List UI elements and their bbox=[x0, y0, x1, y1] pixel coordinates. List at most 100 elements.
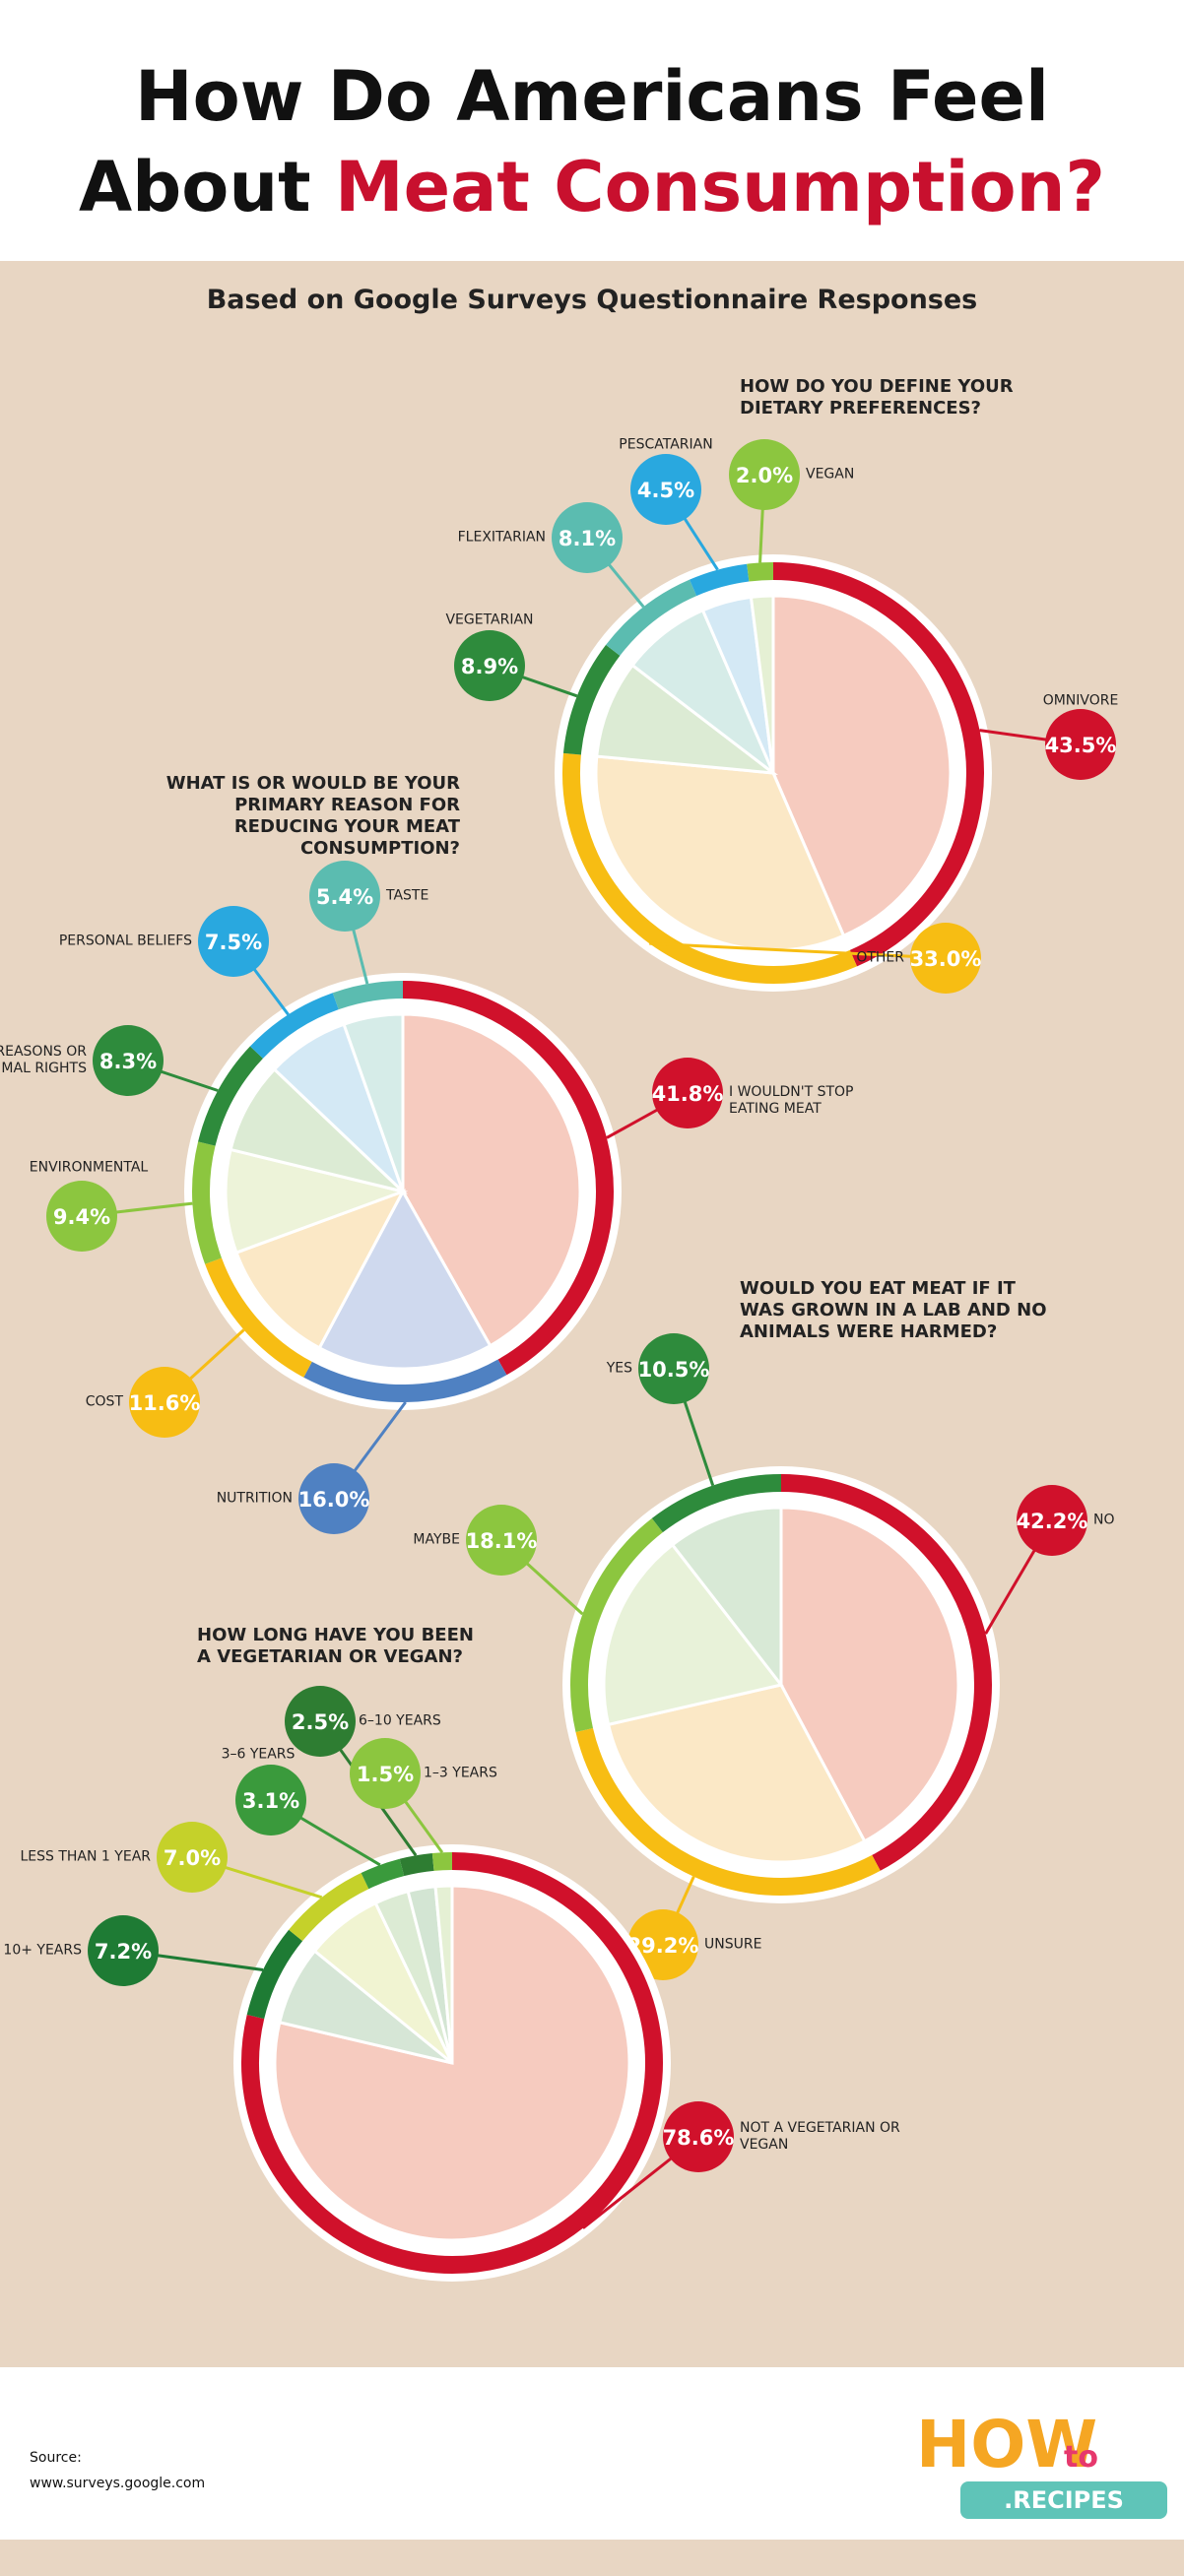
ring-arc bbox=[205, 1257, 312, 1378]
ring-arc bbox=[575, 1727, 881, 1896]
category-label: VEGETARIAN bbox=[445, 612, 534, 628]
ring-arc bbox=[241, 1852, 663, 2274]
ring-arc bbox=[651, 1474, 782, 1533]
source-url: www.surveys.google.com bbox=[30, 2476, 206, 2491]
value-label: 16.0% bbox=[298, 1488, 370, 1512]
pie-slice bbox=[317, 1188, 493, 1371]
category-label: ENVIRONMENTAL bbox=[29, 1159, 149, 1176]
pie-slice bbox=[594, 754, 846, 952]
category-label: NO bbox=[1093, 1512, 1115, 1528]
label-bubble bbox=[466, 1505, 537, 1576]
label-bubble bbox=[198, 906, 269, 977]
label-bubble bbox=[910, 923, 981, 994]
connector bbox=[649, 941, 947, 960]
label-bubble bbox=[630, 454, 701, 525]
category-label: TASTE bbox=[386, 887, 429, 904]
pie-slice bbox=[606, 1683, 867, 1864]
category-label: PERSONAL BELIEFS bbox=[58, 933, 192, 949]
value-label: 18.1% bbox=[466, 1529, 538, 1553]
category-label: MAYBE bbox=[413, 1531, 460, 1548]
value-label: 3.1% bbox=[242, 1789, 299, 1813]
category-label: COST bbox=[85, 1393, 123, 1410]
ring-arc bbox=[249, 993, 339, 1060]
category-label: 10+ YEARS bbox=[3, 1942, 82, 1959]
ring-arc bbox=[431, 1851, 453, 1871]
pie-slice bbox=[433, 1884, 454, 2064]
logo-recipes: .RECIPES bbox=[1004, 2486, 1124, 2514]
ring-arc bbox=[562, 752, 857, 984]
pie-slice bbox=[224, 1147, 409, 1255]
ring-arc bbox=[246, 1929, 303, 2020]
category-label: OMNIVORE bbox=[1042, 692, 1119, 709]
value-label: 8.1% bbox=[559, 527, 616, 550]
label-bubble bbox=[663, 2101, 734, 2172]
value-label: 33.0% bbox=[910, 947, 982, 971]
value-label: 4.5% bbox=[637, 479, 694, 502]
pie-slice bbox=[595, 663, 779, 775]
category-label: 6–10 YEARS bbox=[359, 1712, 441, 1729]
label-bubble bbox=[1045, 709, 1116, 780]
title-start: About bbox=[79, 147, 311, 227]
chart-title: WHAT IS OR WOULD BE YOUR PRIMARY REASON … bbox=[165, 773, 460, 859]
value-label: 2.5% bbox=[292, 1710, 349, 1734]
value-label: 10.5% bbox=[638, 1358, 710, 1382]
value-label: 8.3% bbox=[99, 1050, 157, 1073]
value-label: 43.5% bbox=[1045, 734, 1117, 757]
value-label: 78.6% bbox=[663, 2126, 735, 2150]
label-bubble bbox=[298, 1463, 369, 1534]
category-label: 3–6 YEARS bbox=[221, 1746, 296, 1763]
ring-arc bbox=[192, 1141, 223, 1264]
label-bubble bbox=[454, 630, 525, 701]
title-highlight: Meat Consumption? bbox=[335, 147, 1105, 227]
category-label: OTHER bbox=[856, 949, 904, 966]
value-label: 1.5% bbox=[357, 1763, 414, 1786]
ring-arc bbox=[198, 1046, 264, 1146]
label-bubble bbox=[46, 1181, 117, 1252]
category-label: LESS THAN 1 YEAR bbox=[20, 1848, 151, 1865]
title-line-1: How Do Americans Feel bbox=[135, 56, 1049, 137]
logo-banner bbox=[960, 2481, 1167, 2519]
label-bubble bbox=[638, 1333, 709, 1404]
label-bubble bbox=[1017, 1485, 1087, 1556]
category-label: PESCATARIAN bbox=[619, 436, 713, 453]
ring-arc bbox=[402, 981, 614, 1376]
title-line-2: About Meat Consumption? bbox=[79, 147, 1105, 227]
value-label: 2.0% bbox=[736, 464, 793, 487]
label-bubble bbox=[350, 1738, 421, 1809]
ring-arc bbox=[570, 1517, 663, 1732]
value-label: 41.8% bbox=[652, 1082, 724, 1106]
category-label: 1–3 YEARS bbox=[424, 1765, 497, 1781]
ring-arc bbox=[606, 579, 697, 656]
value-label: 7.5% bbox=[205, 931, 262, 954]
ring-arc bbox=[303, 1359, 507, 1402]
pie-slice bbox=[602, 1542, 784, 1727]
value-label: 42.2% bbox=[1017, 1510, 1088, 1533]
value-label: 9.4% bbox=[53, 1205, 110, 1229]
pie-slice bbox=[779, 1506, 960, 1843]
pie-slice bbox=[229, 1066, 409, 1194]
pie-slice bbox=[771, 594, 953, 938]
label-bubble bbox=[652, 1058, 723, 1128]
label-bubble bbox=[129, 1367, 200, 1438]
category-label: I WOULDN'T STOP EATING MEAT bbox=[729, 1084, 854, 1117]
label-bubble bbox=[729, 439, 800, 510]
category-label: MORAL REASONS OR ANIMAL RIGHTS bbox=[0, 1044, 87, 1076]
value-label: 11.6% bbox=[129, 1391, 201, 1415]
pie-slice bbox=[342, 1012, 405, 1192]
ring-arc bbox=[780, 1474, 992, 1871]
category-label: UNSURE bbox=[704, 1936, 762, 1953]
logo-to: to bbox=[1064, 2440, 1098, 2475]
ring-arc bbox=[399, 1852, 434, 1877]
category-label: NUTRITION bbox=[216, 1490, 293, 1507]
label-bubble bbox=[93, 1025, 164, 1096]
ring-arc bbox=[690, 563, 750, 597]
label-bubble bbox=[552, 502, 623, 573]
category-label: FLEXITARIAN bbox=[457, 529, 546, 546]
pie-slice bbox=[749, 594, 775, 774]
source-label: Source: bbox=[30, 2450, 82, 2466]
label-bubble bbox=[285, 1686, 356, 1757]
value-label: 7.0% bbox=[164, 1846, 221, 1870]
chart-title: HOW DO YOU DEFINE YOUR DIETARY PREFERENC… bbox=[740, 376, 1014, 419]
